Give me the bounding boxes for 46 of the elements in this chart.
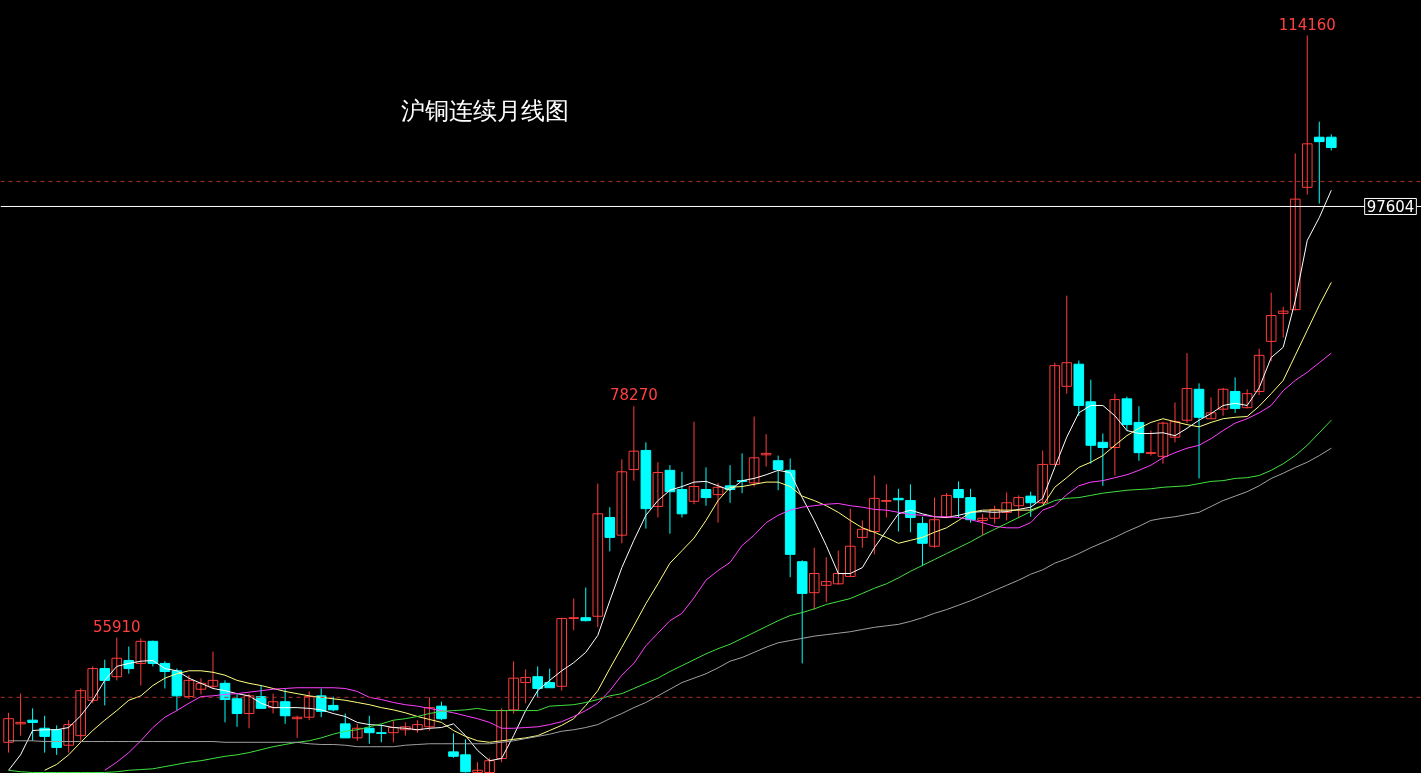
- annotation: 78270: [610, 386, 658, 405]
- candlestick: [760, 433, 772, 468]
- candlestick: [592, 483, 604, 628]
- candlestick: [1253, 348, 1265, 396]
- candlestick: [1157, 421, 1169, 465]
- candlestick: [616, 458, 628, 544]
- candlestick: [1205, 396, 1217, 420]
- candlestick: [1289, 152, 1301, 311]
- candlestick: [1145, 430, 1157, 457]
- candlestick: [604, 506, 616, 552]
- annotation: 97604: [1366, 198, 1415, 217]
- candlestick: [688, 421, 700, 505]
- candlestick: [1265, 292, 1277, 362]
- candlestick: [496, 707, 507, 763]
- candlestick: [1277, 306, 1289, 339]
- candlestick: [1241, 388, 1253, 409]
- candlestick: [652, 461, 664, 518]
- annotation: 114160: [1278, 15, 1336, 34]
- candlestick: [1217, 387, 1229, 417]
- annotation: 55910: [92, 617, 141, 636]
- candlestick: [700, 466, 712, 507]
- candlestick: [111, 637, 123, 681]
- candlestick: [99, 659, 111, 706]
- candlestick: [231, 693, 243, 728]
- candlestick: [712, 482, 724, 524]
- candlestick: [279, 688, 291, 725]
- candlestick: [941, 492, 952, 519]
- candlestick: [339, 713, 351, 739]
- candlestick: [1229, 376, 1241, 414]
- candlestick: [1109, 393, 1121, 476]
- candlestick: [1169, 402, 1181, 443]
- candlestick: [748, 416, 760, 488]
- candlestick: [267, 693, 279, 715]
- candlestick: [135, 637, 147, 687]
- candlestick: [628, 405, 640, 482]
- candlestick: [1301, 35, 1313, 196]
- candlestick: [207, 651, 219, 689]
- candlestick: [929, 497, 940, 549]
- candlestick: [917, 516, 928, 567]
- candlestick: [1025, 491, 1036, 518]
- candlestick: [1181, 352, 1193, 424]
- candlestick: [27, 707, 38, 742]
- candlestick: [580, 587, 592, 622]
- text: 沪铜连续月线图: [400, 96, 569, 125]
- candlestick: [772, 455, 784, 491]
- candlestick: [243, 693, 255, 729]
